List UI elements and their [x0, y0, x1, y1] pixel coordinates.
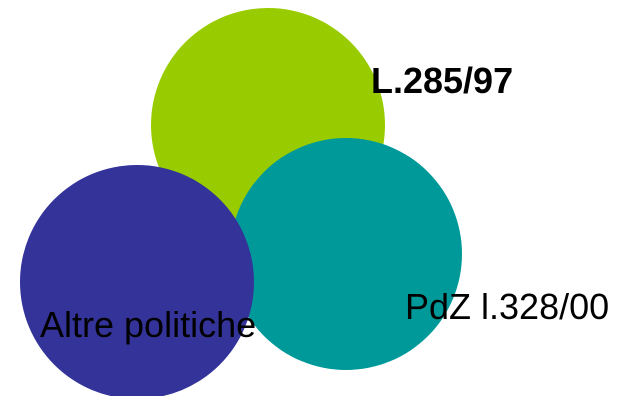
label-other-policies: Altre politiche — [40, 304, 256, 345]
circle-other-policies — [20, 165, 254, 396]
label-pdz-328-00: PdZ l.328/00 — [405, 286, 609, 327]
label-law-285-97: L.285/97 — [371, 60, 513, 101]
circle-pdz-328-00 — [230, 138, 462, 370]
